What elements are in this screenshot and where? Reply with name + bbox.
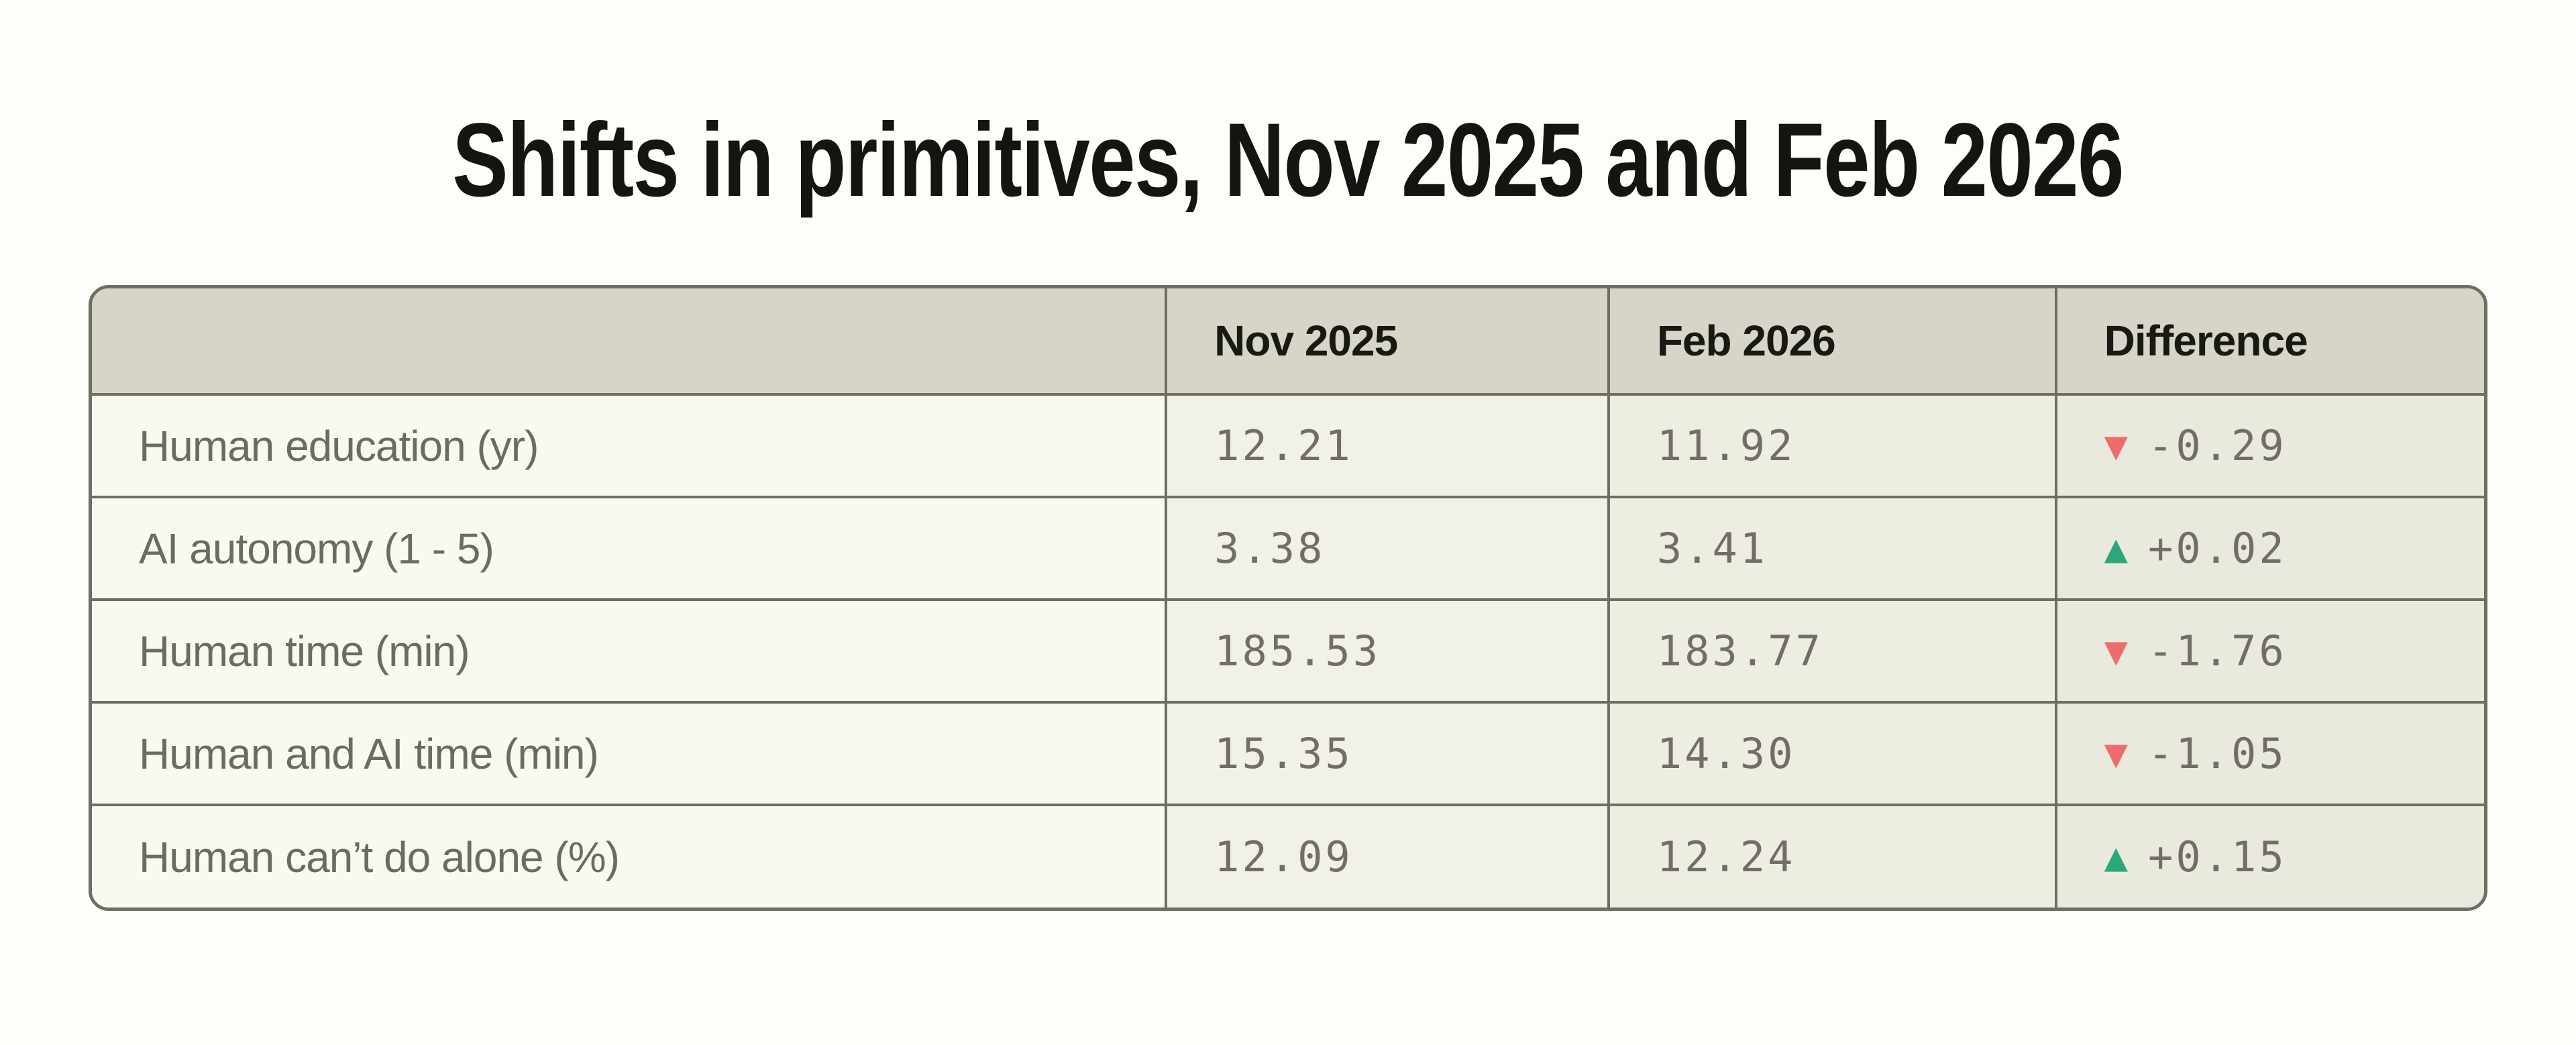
table-row: Human and AI time (min) 15.35 14.30 ▼ -1… — [92, 701, 2484, 806]
column-header-empty — [92, 288, 1168, 396]
row-label: Human time (min) — [92, 598, 1168, 704]
difference-cell: ▲ +0.15 — [2054, 804, 2484, 908]
difference-content: ▲ +0.15 — [2104, 832, 2471, 881]
nov-2025-value: 12.21 — [1165, 393, 1610, 498]
feb-2026-value: 183.77 — [1607, 598, 2057, 704]
trend-down-icon: ▼ — [2104, 632, 2129, 669]
difference-value: -1.05 — [2148, 729, 2287, 778]
table-row: Human time (min) 185.53 183.77 ▼ -1.76 — [92, 598, 2484, 704]
difference-value: -0.29 — [2148, 421, 2287, 470]
primitives-table: Nov 2025 Feb 2026 Difference Human educa… — [92, 288, 2484, 908]
table-row: Human education (yr) 12.21 11.92 ▼ -0.29 — [92, 393, 2484, 498]
feb-2026-value: 12.24 — [1607, 804, 2057, 908]
trend-down-icon: ▼ — [2104, 735, 2129, 772]
nov-2025-value: 185.53 — [1165, 598, 1610, 704]
row-label: Human can’t do alone (%) — [92, 804, 1168, 908]
difference-cell: ▲ +0.02 — [2054, 496, 2484, 601]
difference-cell: ▼ -1.76 — [2054, 598, 2484, 704]
difference-value: -1.76 — [2148, 626, 2287, 675]
column-header-difference: Difference — [2054, 288, 2484, 396]
page-title-text: Shifts in primitives, Nov 2025 and Feb 2… — [452, 102, 2125, 219]
difference-cell: ▼ -0.29 — [2054, 393, 2484, 498]
difference-content: ▼ -0.29 — [2104, 421, 2471, 470]
primitives-table-card: Nov 2025 Feb 2026 Difference Human educa… — [89, 285, 2487, 911]
trend-up-icon: ▲ — [2104, 530, 2129, 567]
nov-2025-value: 12.09 — [1165, 804, 1610, 908]
column-header-feb-2026: Feb 2026 — [1607, 288, 2057, 396]
page-title: Shifts in primitives, Nov 2025 and Feb 2… — [0, 0, 2576, 221]
difference-content: ▼ -1.05 — [2104, 729, 2471, 778]
table-row: AI autonomy (1 - 5) 3.38 3.41 ▲ +0.02 — [92, 496, 2484, 601]
header-row: Nov 2025 Feb 2026 Difference — [92, 288, 2484, 396]
feb-2026-value: 3.41 — [1607, 496, 2057, 601]
table-row: Human can’t do alone (%) 12.09 12.24 ▲ +… — [92, 804, 2484, 908]
column-header-nov-2025: Nov 2025 — [1165, 288, 1610, 396]
table-header: Nov 2025 Feb 2026 Difference — [92, 288, 2484, 396]
feb-2026-value: 11.92 — [1607, 393, 2057, 498]
row-label: Human education (yr) — [92, 393, 1168, 498]
nov-2025-value: 15.35 — [1165, 701, 1610, 806]
difference-value: +0.15 — [2148, 832, 2287, 881]
difference-content: ▼ -1.76 — [2104, 626, 2471, 675]
difference-cell: ▼ -1.05 — [2054, 701, 2484, 806]
trend-up-icon: ▲ — [2104, 838, 2129, 875]
row-label: AI autonomy (1 - 5) — [92, 496, 1168, 601]
nov-2025-value: 3.38 — [1165, 496, 1610, 601]
feb-2026-value: 14.30 — [1607, 701, 2057, 806]
difference-content: ▲ +0.02 — [2104, 524, 2471, 573]
table-body: Human education (yr) 12.21 11.92 ▼ -0.29… — [92, 393, 2484, 908]
difference-value: +0.02 — [2148, 524, 2287, 573]
row-label: Human and AI time (min) — [92, 701, 1168, 806]
trend-down-icon: ▼ — [2104, 427, 2129, 464]
